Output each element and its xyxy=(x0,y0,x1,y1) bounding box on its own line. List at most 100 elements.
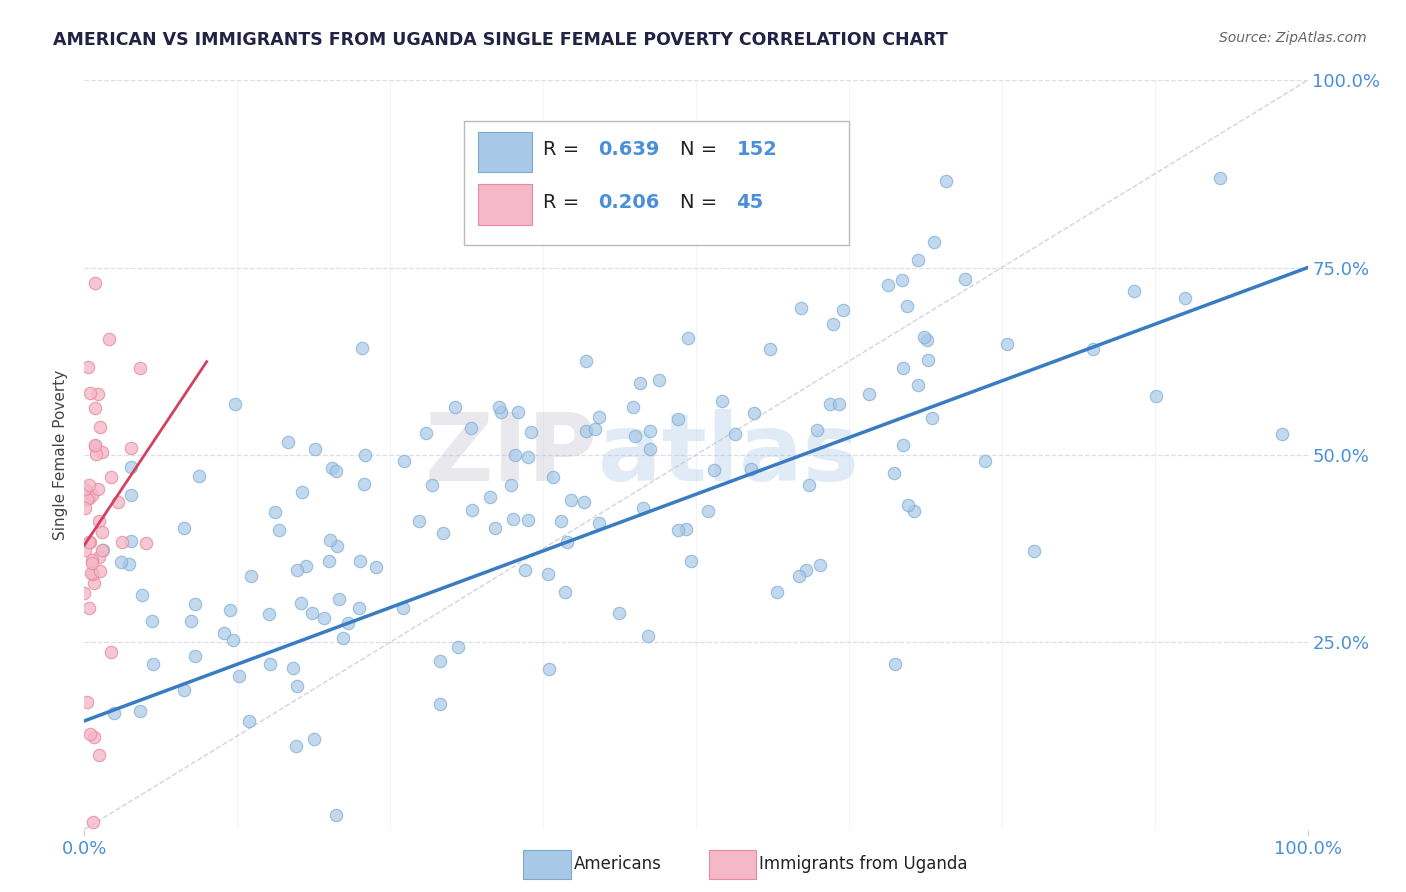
Point xyxy=(89,514,111,528)
Point xyxy=(76,695,98,709)
Point xyxy=(896,299,918,313)
Point xyxy=(347,600,370,615)
Point xyxy=(794,563,817,577)
Point xyxy=(513,563,536,577)
Point xyxy=(858,387,880,401)
Point xyxy=(484,521,506,535)
Point xyxy=(224,397,246,411)
Point xyxy=(111,534,134,549)
Point xyxy=(79,534,101,549)
Point xyxy=(394,454,416,468)
Point xyxy=(588,516,610,530)
Point xyxy=(326,539,349,553)
Point xyxy=(82,566,104,581)
Point xyxy=(83,730,105,744)
Point xyxy=(79,385,101,400)
Point xyxy=(75,543,97,558)
Point xyxy=(118,557,141,571)
Point xyxy=(353,448,375,462)
Point xyxy=(91,524,114,539)
Text: atlas: atlas xyxy=(598,409,859,501)
Text: N =: N = xyxy=(681,140,724,160)
Point xyxy=(917,352,939,367)
Point xyxy=(183,598,205,612)
Point xyxy=(912,329,935,343)
Point xyxy=(110,555,132,569)
Point xyxy=(560,493,582,508)
Point xyxy=(517,450,540,464)
Point xyxy=(79,727,101,741)
Point xyxy=(87,747,110,762)
Point xyxy=(120,441,142,455)
Point xyxy=(995,337,1018,351)
Point xyxy=(77,478,100,492)
Point xyxy=(537,662,560,676)
Point xyxy=(87,482,110,496)
Point xyxy=(953,271,976,285)
Point xyxy=(429,697,451,711)
Point xyxy=(219,603,242,617)
Point xyxy=(259,657,281,671)
Point xyxy=(1122,284,1144,298)
Point xyxy=(628,376,651,390)
Point xyxy=(679,554,702,568)
Point xyxy=(907,253,929,268)
Point xyxy=(93,543,115,558)
Point xyxy=(285,563,308,577)
Text: R =: R = xyxy=(543,193,585,212)
Point xyxy=(831,302,853,317)
Text: 45: 45 xyxy=(737,193,763,212)
Point xyxy=(520,425,543,440)
Point xyxy=(77,491,100,506)
Point xyxy=(332,632,354,646)
Point xyxy=(588,410,610,425)
Point xyxy=(501,478,523,492)
Point xyxy=(141,614,163,628)
Point xyxy=(238,714,260,728)
Point xyxy=(550,514,572,528)
Point xyxy=(647,373,669,387)
Point xyxy=(703,463,725,477)
Point xyxy=(915,333,938,347)
Point xyxy=(89,420,111,434)
Point xyxy=(100,645,122,659)
Point xyxy=(103,706,125,720)
Point xyxy=(120,533,142,548)
Text: Immigrants from Uganda: Immigrants from Uganda xyxy=(759,855,967,873)
Point xyxy=(73,500,96,515)
Point xyxy=(575,424,598,438)
Point xyxy=(638,424,661,438)
Point xyxy=(291,485,314,500)
Point xyxy=(575,354,598,368)
Point xyxy=(790,301,813,315)
Point xyxy=(290,596,312,610)
Point xyxy=(328,592,350,607)
Y-axis label: Single Female Poverty: Single Female Poverty xyxy=(53,370,69,540)
Point xyxy=(325,464,347,478)
Point xyxy=(84,439,107,453)
Point xyxy=(537,567,560,582)
Point xyxy=(710,394,733,409)
Point xyxy=(120,487,142,501)
Point xyxy=(77,535,100,549)
Point xyxy=(228,669,250,683)
Point xyxy=(461,503,484,517)
Point xyxy=(84,276,107,290)
Point xyxy=(73,482,96,496)
Text: 152: 152 xyxy=(737,140,778,160)
Point xyxy=(516,513,538,527)
Text: Americans: Americans xyxy=(574,855,661,873)
Point xyxy=(415,425,437,440)
Point xyxy=(287,679,309,693)
Point xyxy=(508,405,530,419)
Text: R =: R = xyxy=(543,140,585,160)
Point xyxy=(364,559,387,574)
Point xyxy=(460,421,482,435)
Point xyxy=(77,359,100,374)
Point xyxy=(295,558,318,573)
Point xyxy=(631,500,654,515)
Point xyxy=(131,588,153,602)
Point xyxy=(429,654,451,668)
Point xyxy=(264,505,287,519)
Point xyxy=(808,558,831,572)
